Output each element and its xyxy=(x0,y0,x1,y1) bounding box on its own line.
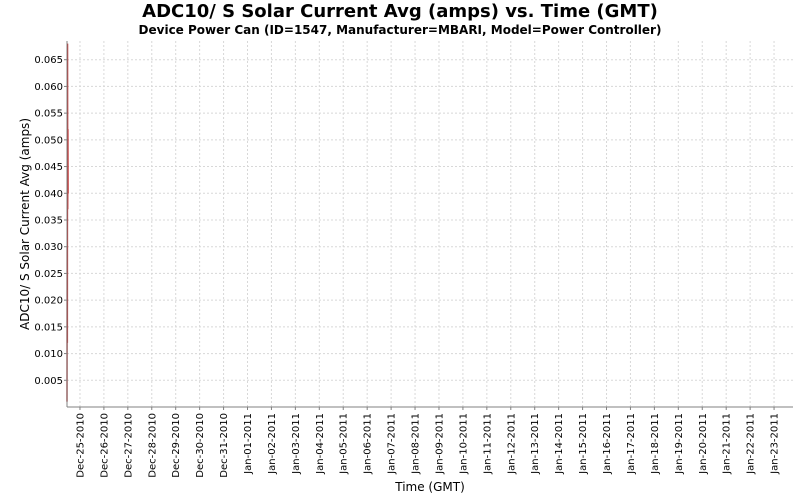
x-tick-label: Jan-04-2011 xyxy=(315,413,326,475)
x-tick-label: Jan-17-2011 xyxy=(626,413,637,475)
x-tick-label: Dec-30-2010 xyxy=(195,413,206,478)
x-tick-label: Jan-16-2011 xyxy=(602,413,613,475)
y-tick-label: 0.030 xyxy=(34,242,63,253)
x-tick-label: Jan-18-2011 xyxy=(650,413,661,475)
x-tick-label: Jan-03-2011 xyxy=(291,413,302,475)
y-tick-label: 0.035 xyxy=(34,215,63,226)
chart-title: ADC10/ S Solar Current Avg (amps) vs. Ti… xyxy=(142,1,658,22)
x-tick-label: Jan-02-2011 xyxy=(267,413,278,475)
x-tick-label: Jan-09-2011 xyxy=(434,413,445,475)
y-tick-label: 0.040 xyxy=(34,189,63,200)
x-tick-label: Jan-23-2011 xyxy=(770,413,781,475)
x-tick-label: Dec-26-2010 xyxy=(99,413,110,478)
y-tick-label: 0.045 xyxy=(34,162,63,173)
x-tick-label: Dec-29-2010 xyxy=(171,413,182,478)
x-tick-label: Jan-05-2011 xyxy=(339,413,350,475)
x-tick-label: Jan-14-2011 xyxy=(554,413,565,475)
y-tick-label: 0.065 xyxy=(34,55,63,66)
x-tick-label: Jan-21-2011 xyxy=(722,413,733,475)
x-axis-label: Time (GMT) xyxy=(394,480,465,494)
x-tick-label: Jan-13-2011 xyxy=(530,413,541,475)
y-tick-label: 0.010 xyxy=(34,349,63,360)
x-tick-label: Jan-06-2011 xyxy=(363,413,374,475)
x-tick-label: Jan-10-2011 xyxy=(458,413,469,475)
y-tick-label: 0.050 xyxy=(34,135,63,146)
x-tick-label: Jan-01-2011 xyxy=(243,413,254,475)
y-tick-label: 0.055 xyxy=(34,109,63,120)
x-tick-label: Dec-27-2010 xyxy=(123,413,134,478)
x-tick-label: Jan-20-2011 xyxy=(698,413,709,475)
x-tick-label: Jan-22-2011 xyxy=(746,413,757,475)
y-tick-label: 0.015 xyxy=(34,322,63,333)
chart-subtitle: Device Power Can (ID=1547, Manufacturer=… xyxy=(138,23,662,37)
y-axis-label: ADC10/ S Solar Current Avg (amps) xyxy=(18,118,32,330)
x-tick-label: Dec-25-2010 xyxy=(75,413,86,478)
x-axis-ticks: Dec-25-2010 Dec-26-2010 Dec-27-2010 Dec-28-… xyxy=(75,407,781,478)
y-tick-label: 0.020 xyxy=(34,296,63,307)
x-tick-label: Jan-15-2011 xyxy=(578,413,589,475)
x-tick-label: Jan-12-2011 xyxy=(506,413,517,475)
y-tick-label: 0.005 xyxy=(34,376,63,387)
y-tick-label: 0.025 xyxy=(34,269,63,280)
y-tick-label: 0.060 xyxy=(34,82,63,93)
x-tick-label: Jan-08-2011 xyxy=(411,413,422,475)
x-tick-label: Dec-28-2010 xyxy=(147,413,158,478)
x-tick-label: Jan-19-2011 xyxy=(674,413,685,475)
x-tick-label: Jan-07-2011 xyxy=(387,413,398,475)
x-tick-label: Dec-31-2010 xyxy=(219,413,230,478)
plot-background xyxy=(67,41,793,407)
grid xyxy=(67,41,793,407)
y-axis-ticks: 0.005 0.010 0.015 0.020 0.025 0.030 0.035 0.040… xyxy=(34,55,67,387)
x-tick-label: Jan-11-2011 xyxy=(482,413,493,475)
